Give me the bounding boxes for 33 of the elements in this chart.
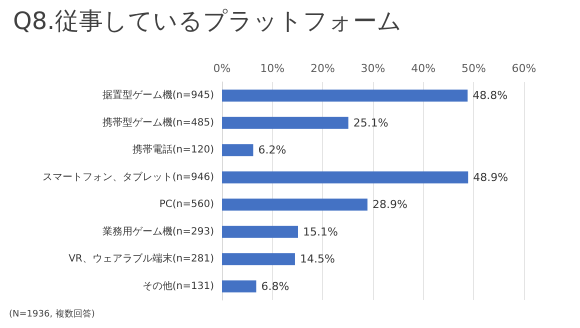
bar — [222, 144, 254, 156]
x-tick-label: 40% — [411, 62, 436, 75]
bar — [222, 226, 298, 238]
y-tick-label: その他(n=131) — [142, 280, 214, 292]
bar — [222, 90, 468, 102]
data-label: 25.1% — [353, 116, 388, 130]
y-tick-label: VR、ウェアラブル端末(n=281) — [68, 252, 214, 265]
x-tick-label: 0% — [213, 62, 231, 75]
x-tick-label: 20% — [310, 62, 335, 75]
data-label: 6.2% — [258, 144, 286, 157]
x-tick-label: 10% — [260, 62, 285, 75]
bar — [222, 280, 256, 292]
x-tick-label: 60% — [512, 62, 536, 75]
data-label: 28.9% — [372, 198, 408, 212]
bar — [222, 198, 368, 211]
y-tick-label: 携帯型ゲーム機(n=485) — [102, 116, 214, 128]
x-tick-label: 50% — [461, 62, 486, 75]
chart-title: Q8.従事しているプラットフォーム — [13, 7, 402, 35]
data-label: 14.5% — [300, 252, 335, 266]
x-tick-label: 30% — [360, 62, 386, 75]
y-tick-label: 据置型ゲーム機(n=945) — [102, 89, 214, 102]
data-label: 6.8% — [261, 280, 290, 293]
y-tick-label: PC(n=560) — [159, 199, 214, 210]
data-label: 48.9% — [473, 170, 508, 184]
y-tick-label: 業務用ゲーム機(n=293) — [102, 225, 214, 238]
y-tick-label: 携帯電話(n=120) — [132, 144, 214, 156]
bar — [222, 171, 468, 184]
text: (N=1936, 複数回答) — [9, 308, 95, 320]
bar — [222, 253, 295, 266]
bar — [222, 116, 348, 129]
y-tick-label: スマートフォン、タブレット(n=946) — [42, 170, 214, 183]
data-label: 48.8% — [472, 89, 508, 102]
data-label: 15.1% — [303, 225, 338, 238]
